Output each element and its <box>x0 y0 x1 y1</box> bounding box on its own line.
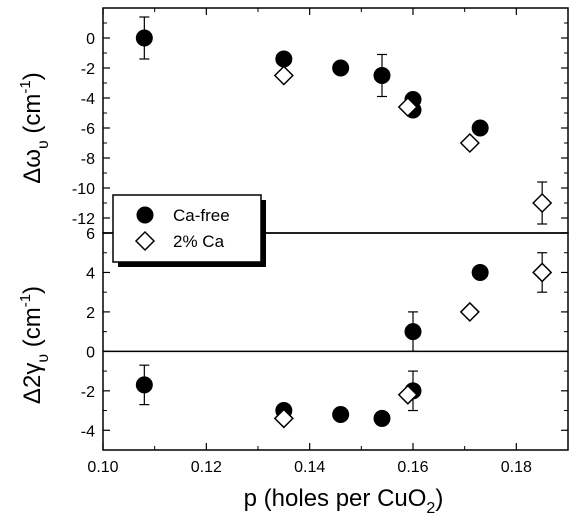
data-point <box>397 384 418 405</box>
data-point <box>471 263 489 281</box>
data-point <box>459 301 480 322</box>
data-point <box>532 192 553 214</box>
x-tick-label: 0.12 <box>191 459 222 476</box>
y-tick-label: 2 <box>86 305 95 322</box>
legend-label: Ca-free <box>173 206 230 225</box>
bottom-panel: 6 4 2 0 -2 -4 <box>81 226 569 451</box>
x-tick-label: 0.10 <box>87 459 118 476</box>
y-tick-label: -12 <box>72 211 95 228</box>
legend-label: 2% Ca <box>173 232 225 251</box>
x-tick-label: 0.14 <box>294 459 325 476</box>
y-axis-labels: Δωυ (cm-1) Δ2γυ (cm-1) <box>17 72 52 404</box>
y-tick-label: -4 <box>81 91 95 108</box>
y-axis-label-bottom: Δ2γυ (cm-1) <box>17 286 52 404</box>
data-point <box>273 408 294 429</box>
data-point <box>404 323 422 341</box>
data-point <box>373 67 391 84</box>
data-point <box>136 206 154 224</box>
data-point <box>134 230 156 252</box>
x-axis-label: p (holes per CuO2) <box>244 485 444 517</box>
y-tick-label: -4 <box>81 423 95 440</box>
data-point <box>273 65 294 86</box>
data-point <box>275 50 293 68</box>
y-tick-label: 6 <box>86 226 95 243</box>
y-tick-label: 0 <box>86 31 95 48</box>
y-tick-label: -2 <box>81 61 95 78</box>
panel-frame <box>102 232 569 451</box>
x-tick-label: 0.16 <box>397 459 428 476</box>
y-axis-label-top: Δωυ (cm-1) <box>17 72 52 184</box>
data-point <box>332 405 350 423</box>
data-point <box>397 96 418 118</box>
y-tick-label: -8 <box>81 151 95 168</box>
x-tick-label: 0.18 <box>501 459 532 476</box>
data-point <box>532 262 553 283</box>
data-point <box>135 29 153 47</box>
data-point <box>135 376 153 394</box>
top-panel: 0 -2 -4 -6 -8 -10 -12 <box>72 7 569 234</box>
y-tick-label: -6 <box>81 121 95 138</box>
legend: Ca-free 2% Ca <box>112 194 266 267</box>
y-tick-label: -2 <box>81 384 95 401</box>
y-tick-label: 4 <box>86 265 95 282</box>
data-point <box>459 132 480 154</box>
data-point <box>373 409 391 427</box>
data-point <box>471 119 489 137</box>
x-axis: 0.10 0.12 0.14 0.16 0.18 p (holes per CuO2) <box>87 8 569 517</box>
y-tick-label: -10 <box>72 181 95 198</box>
data-point <box>332 59 350 77</box>
y-tick-label: 0 <box>86 344 95 361</box>
legend-box <box>112 194 262 263</box>
